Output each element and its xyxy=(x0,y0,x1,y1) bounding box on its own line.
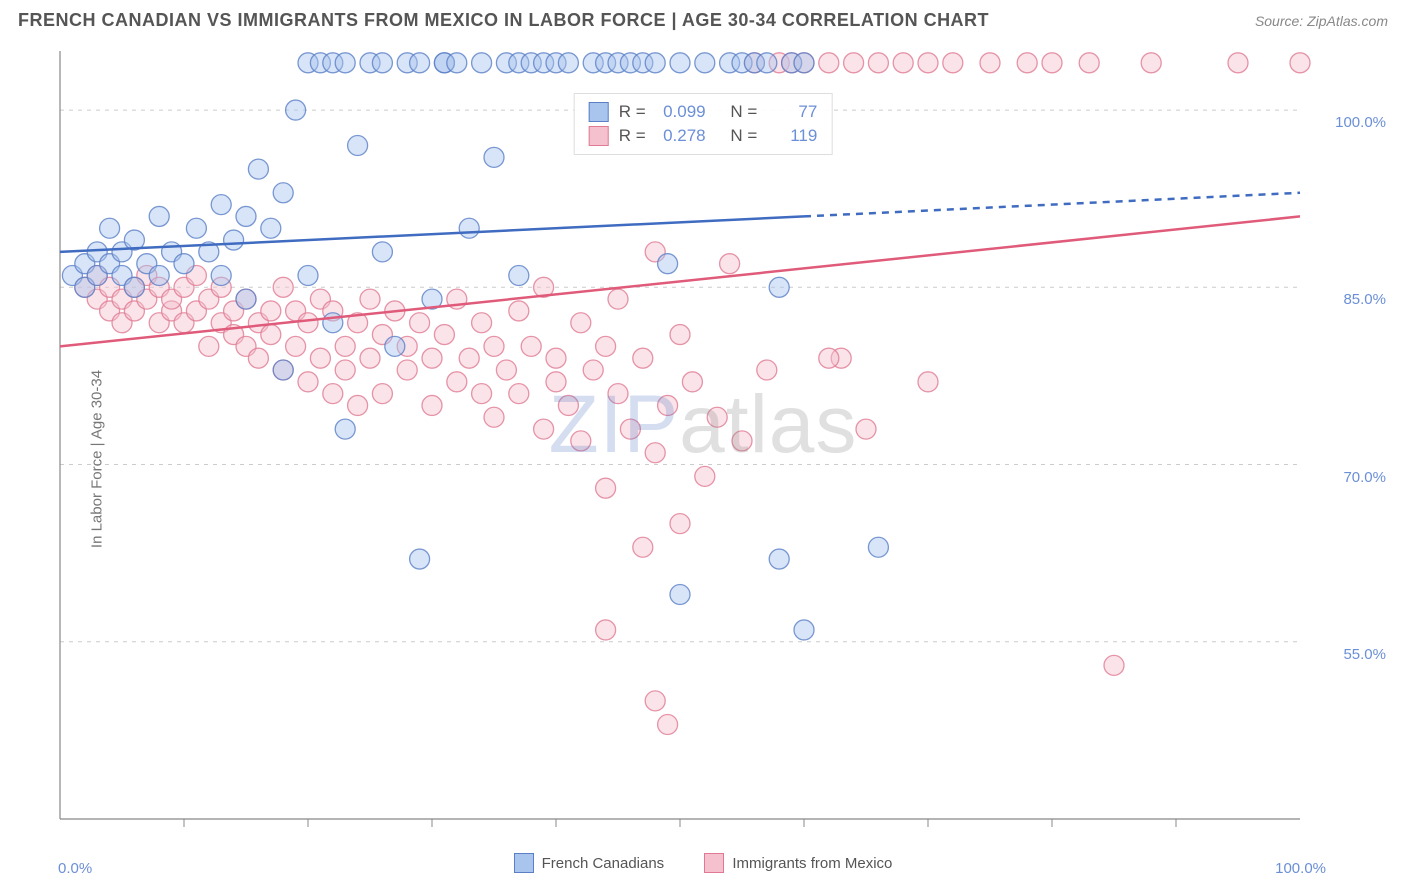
legend-swatch-2 xyxy=(704,853,724,873)
scatter-chart-svg xyxy=(0,39,1406,849)
stats-swatch-2 xyxy=(589,126,609,146)
r-value-1: 0.099 xyxy=(656,102,706,122)
legend-item-1: French Canadians xyxy=(514,853,665,873)
chart-area: In Labor Force | Age 30-34 ZIPatlas R = … xyxy=(0,39,1406,879)
stats-box: R = 0.099 N = 77 R = 0.278 N = 119 xyxy=(574,93,833,155)
stats-row-1: R = 0.099 N = 77 xyxy=(589,100,818,124)
legend-label-1: French Canadians xyxy=(542,855,665,872)
legend-item-2: Immigrants from Mexico xyxy=(704,853,892,873)
n-value-2: 119 xyxy=(767,126,817,146)
y-tick-label: 55.0% xyxy=(1343,646,1386,663)
legend-swatch-1 xyxy=(514,853,534,873)
r-value-2: 0.278 xyxy=(656,126,706,146)
stats-swatch-1 xyxy=(589,102,609,122)
y-tick-label: 70.0% xyxy=(1343,469,1386,486)
legend-label-2: Immigrants from Mexico xyxy=(732,855,892,872)
title-bar: FRENCH CANADIAN VS IMMIGRANTS FROM MEXIC… xyxy=(0,0,1406,39)
stats-row-2: R = 0.278 N = 119 xyxy=(589,124,818,148)
source-label: Source: ZipAtlas.com xyxy=(1255,13,1388,29)
chart-title: FRENCH CANADIAN VS IMMIGRANTS FROM MEXIC… xyxy=(18,10,989,31)
n-value-1: 77 xyxy=(767,102,817,122)
y-axis-label: In Labor Force | Age 30-34 xyxy=(89,370,106,548)
y-tick-label: 85.0% xyxy=(1343,291,1386,308)
legend: French Canadians Immigrants from Mexico xyxy=(0,853,1406,877)
y-tick-label: 100.0% xyxy=(1335,114,1386,131)
